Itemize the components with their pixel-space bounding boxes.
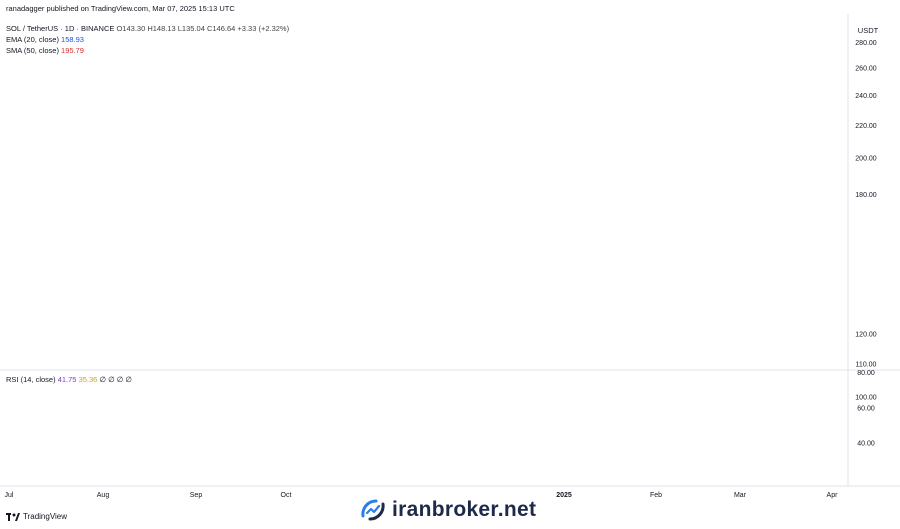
rsi-tick-label: 40.00 [857,441,875,448]
rsi-legend-label: RSI (14, close) [6,375,56,384]
rsi-ma-legend-value: 35.36 [78,375,98,384]
time-tick-label: Mar [734,492,747,499]
price-tick-label: 100.00 [855,395,877,402]
sma-legend[interactable]: SMA (50, close) 195.79 [6,46,84,56]
price-tick-label: 110.00 [856,362,877,369]
symbol-label[interactable]: SOL / TetherUS · 1D · BINANCE [6,24,115,33]
iranbroker-watermark: iranbroker.net [360,498,536,522]
rsi-legend-empty-2: ∅ [108,375,115,384]
time-tick-label: Aug [97,492,110,499]
ema-legend[interactable]: EMA (20, close) 158.93 [6,35,84,45]
price-tick-label: 260.00 [855,65,877,72]
ema-legend-label: EMA (20, close) [6,35,59,44]
rsi-legend-value: 41.75 [57,375,77,384]
time-tick-label: Feb [650,492,662,499]
sma-legend-value: 195.79 [61,46,84,55]
symbol-line: SOL / TetherUS · 1D · BINANCE O143.30 H1… [6,24,289,34]
currency-label: USDT [858,26,879,35]
chart-background [0,14,900,509]
rsi-tick-label: 60.00 [857,405,875,412]
time-tick-label: Apr [827,492,839,499]
rsi-tick-label: 80.00 [857,370,875,377]
ohlc-values: O143.30 H148.13 L135.04 C146.64 +3.33 (+… [116,24,290,33]
time-tick-label: Sep [190,492,203,499]
rsi-legend-empty-3: ∅ [116,375,124,384]
time-tick-label: Jul [5,492,14,499]
sma-legend-label: SMA (50, close) [6,46,59,55]
time-tick-label: Oct [281,492,292,499]
price-tick-label: 280.00 [855,40,877,47]
ema-legend-value: 158.93 [61,35,84,44]
price-tick-label: 200.00 [855,156,877,163]
rsi-legend-empty-4: ∅ [125,375,132,384]
tradingview-mark-icon [6,512,20,521]
tradingview-logo[interactable]: TradingView [6,512,67,521]
price-tick-label: 220.00 [855,123,877,130]
time-tick-label: 2025 [556,492,572,499]
iranbroker-logo-icon [361,499,385,521]
axes: USDT 280.00 260.00 240.00 220.00 200.00 180.00… [0,14,900,509]
tradingview-brand: TradingView [23,512,68,521]
watermark-text: iranbroker.net [392,498,537,521]
price-tick-label: 180.00 [855,192,877,199]
rsi-legend-empty-1: ∅ [99,375,106,384]
price-tick-label: 240.00 [855,93,877,100]
rsi-legend[interactable]: RSI (14, close) 41.75 35.36 ∅ ∅ ∅ ∅ [6,375,132,385]
price-tick-label: 120.00 [855,332,877,339]
publisher-line: ranadagger published on TradingView.com,… [6,4,235,13]
